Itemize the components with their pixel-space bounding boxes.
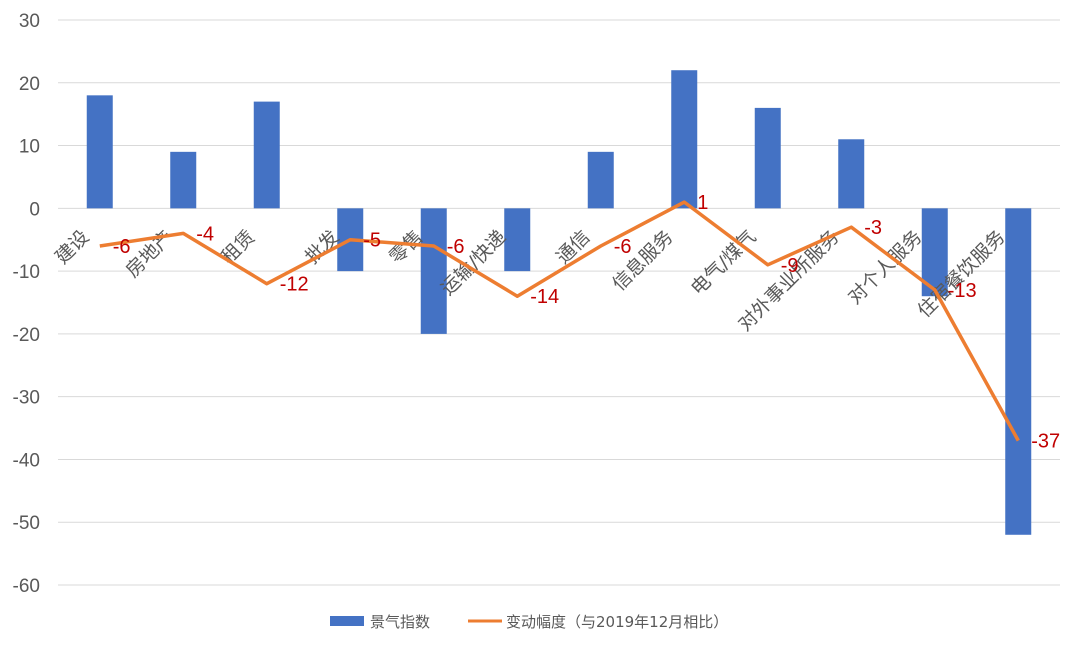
y-tick-label: 30 (19, 11, 40, 32)
y-tick-label: -10 (13, 262, 40, 283)
data-label: 1 (697, 192, 708, 214)
legend-bar-swatch (330, 616, 364, 626)
data-label: -13 (948, 280, 977, 302)
category-label: 电气/煤气 (687, 226, 761, 300)
data-label: -4 (196, 223, 214, 245)
data-label: -9 (781, 255, 799, 277)
y-tick-label: 10 (19, 137, 40, 158)
category-label: 建设 (51, 226, 93, 268)
bar (754, 107, 781, 209)
data-label: -5 (363, 230, 381, 252)
legend-line-label: 变动幅度（与2019年12月相比） (506, 613, 728, 631)
y-tick-label: -50 (13, 513, 40, 534)
legend: 景气指数 变动幅度（与2019年12月相比） (330, 613, 728, 631)
data-label: -6 (614, 236, 632, 258)
y-axis: 30 20 10 0 -10 -20 -30 -40 -50 -60 (13, 11, 40, 597)
bar-series (86, 70, 1032, 535)
data-label: -6 (447, 236, 465, 258)
bar (671, 70, 698, 209)
legend-bar-label: 景气指数 (370, 613, 430, 631)
bar (86, 95, 113, 209)
y-tick-label: -30 (13, 388, 40, 409)
data-label: -12 (280, 274, 309, 296)
data-label: -14 (530, 286, 559, 308)
line-series (99, 200, 1020, 442)
bar (838, 139, 865, 209)
data-label: -6 (113, 236, 131, 258)
y-tick-label: -60 (13, 576, 40, 597)
bar (420, 208, 447, 334)
bar (1005, 208, 1032, 535)
bar (253, 101, 280, 209)
y-tick-label: 0 (29, 199, 40, 220)
y-tick-label: 20 (19, 74, 40, 95)
data-label: -3 (864, 217, 882, 239)
data-label: -37 (1031, 431, 1060, 453)
category-label: 租赁 (217, 226, 259, 268)
line-path (99, 200, 1020, 442)
y-tick-label: -20 (13, 325, 40, 346)
bar (170, 151, 197, 209)
category-label: 对个人服务 (844, 226, 927, 309)
line-data-labels: -6 -4 -12 -5 -6 -14 -6 1 -9 -3 -13 -37 (113, 192, 1060, 453)
bar (587, 151, 614, 209)
y-tick-label: -40 (13, 450, 40, 471)
bar (504, 208, 531, 272)
